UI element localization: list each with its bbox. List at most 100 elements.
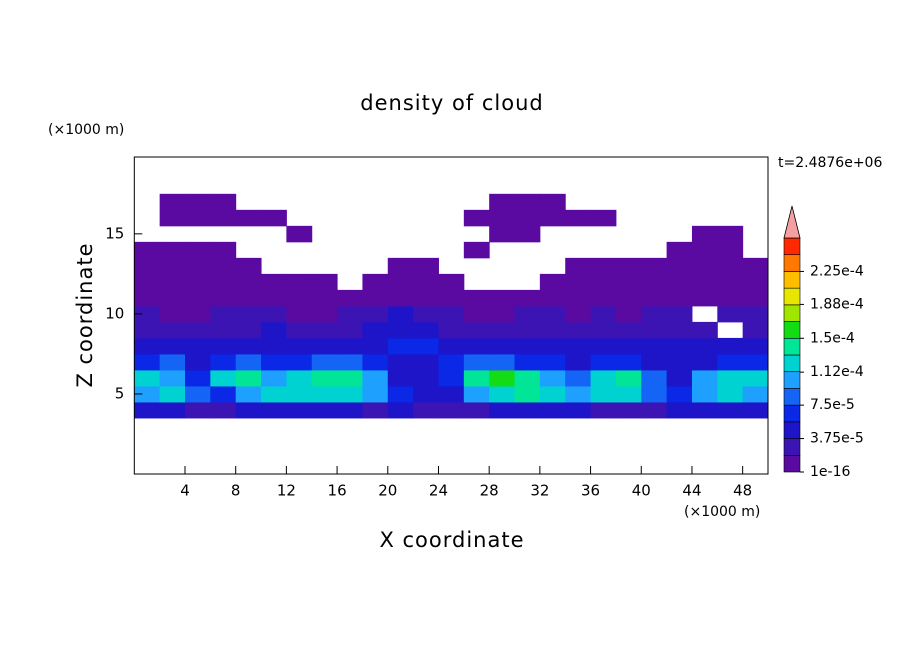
- contour-cell: [159, 385, 186, 403]
- contour-cell: [134, 305, 161, 323]
- colorbar-band: [783, 421, 801, 439]
- contour-cell: [691, 337, 718, 355]
- contour-cell: [539, 289, 566, 307]
- contour-cell: [539, 305, 566, 323]
- contour-cell: [210, 193, 237, 211]
- contour-cell: [159, 289, 186, 307]
- contour-cell: [337, 321, 363, 339]
- contour-cell: [210, 385, 237, 403]
- contour-cell: [438, 353, 465, 371]
- contour-cell: [565, 305, 592, 323]
- contour-cell: [159, 353, 186, 371]
- contour-cell: [463, 401, 490, 419]
- contour-cell: [362, 273, 389, 291]
- contour-cell: [337, 385, 363, 403]
- contour-cell: [337, 401, 363, 419]
- contour-cell: [387, 321, 414, 339]
- contour-cell: [362, 353, 389, 371]
- contour-cell: [615, 257, 642, 275]
- contour-cell: [590, 273, 617, 291]
- contour-cell: [387, 337, 414, 355]
- colorbar-band: [783, 388, 801, 406]
- contour-cell: [134, 321, 161, 339]
- contour-cell: [565, 369, 592, 387]
- x-tick-label: 16: [328, 482, 347, 500]
- colorbar-band: [783, 454, 801, 473]
- contour-cell: [261, 209, 287, 227]
- contour-cell: [691, 321, 718, 339]
- x-tick-label: 24: [429, 482, 448, 500]
- contour-cell: [615, 385, 642, 403]
- contour-cell: [717, 401, 744, 419]
- contour-cell: [615, 289, 642, 307]
- contour-cell: [311, 385, 338, 403]
- contour-cell: [413, 305, 439, 323]
- contour-cell: [641, 273, 668, 291]
- contour-cell: [565, 321, 592, 339]
- contour-cell: [742, 289, 769, 307]
- contour-cell: [134, 257, 161, 275]
- contour-cell: [463, 369, 490, 387]
- contour-cell: [235, 353, 262, 371]
- contour-cell: [159, 193, 186, 211]
- contour-cell: [413, 337, 439, 355]
- contour-cell: [539, 353, 566, 371]
- colorbar-band: [783, 438, 801, 456]
- contour-cell: [489, 369, 516, 387]
- contour-cell: [691, 225, 718, 243]
- contour-cell: [413, 385, 439, 403]
- contour-cell: [514, 369, 541, 387]
- contour-cell: [438, 401, 465, 419]
- contour-cell: [413, 257, 439, 275]
- contour-cell: [742, 401, 769, 419]
- contour-cell: [311, 353, 338, 371]
- contour-cell: [438, 321, 465, 339]
- contour-cell: [539, 321, 566, 339]
- contour-cell: [463, 337, 490, 355]
- y-tick-label: 15: [105, 224, 124, 242]
- plot-frame: [133, 156, 769, 475]
- contour-cell: [311, 337, 338, 355]
- contour-cell: [742, 369, 769, 387]
- contour-cell: [235, 369, 262, 387]
- contour-cell: [463, 209, 490, 227]
- contour-cell: [184, 401, 211, 419]
- contour-cell: [463, 241, 490, 259]
- contour-cell: [565, 337, 592, 355]
- contour-cell: [489, 193, 516, 211]
- contour-cell: [641, 353, 668, 371]
- contour-cell: [159, 241, 186, 259]
- contour-cell: [514, 401, 541, 419]
- contour-cell: [717, 241, 744, 259]
- contour-cell: [362, 305, 389, 323]
- colorbar-band: [783, 271, 801, 289]
- contour-cell: [742, 257, 769, 275]
- contour-cell: [641, 257, 668, 275]
- contour-cell: [489, 209, 516, 227]
- contour-cell: [489, 401, 516, 419]
- contour-cell: [134, 353, 161, 371]
- contour-cell: [438, 273, 465, 291]
- contour-cell: [134, 241, 161, 259]
- contour-cell: [261, 401, 287, 419]
- contour-cell: [235, 385, 262, 403]
- contour-cell: [286, 305, 313, 323]
- contour-cell: [311, 273, 338, 291]
- contour-cell: [261, 273, 287, 291]
- y-tick-label: 5: [115, 384, 125, 402]
- contour-cell: [641, 401, 668, 419]
- contour-cell: [666, 337, 693, 355]
- colorbar-label: 1.5e-4: [810, 330, 855, 346]
- contour-cell: [261, 385, 287, 403]
- contour-cell: [615, 369, 642, 387]
- contour-cell: [210, 401, 237, 419]
- contour-cell: [387, 385, 414, 403]
- contour-cell: [666, 257, 693, 275]
- colorbar-label: 7.5e-5: [810, 397, 855, 413]
- contour-cell: [387, 369, 414, 387]
- contour-cell: [489, 353, 516, 371]
- contour-cell: [489, 289, 516, 307]
- contour-cell: [590, 209, 617, 227]
- contour-cell: [539, 369, 566, 387]
- contour-cell: [463, 353, 490, 371]
